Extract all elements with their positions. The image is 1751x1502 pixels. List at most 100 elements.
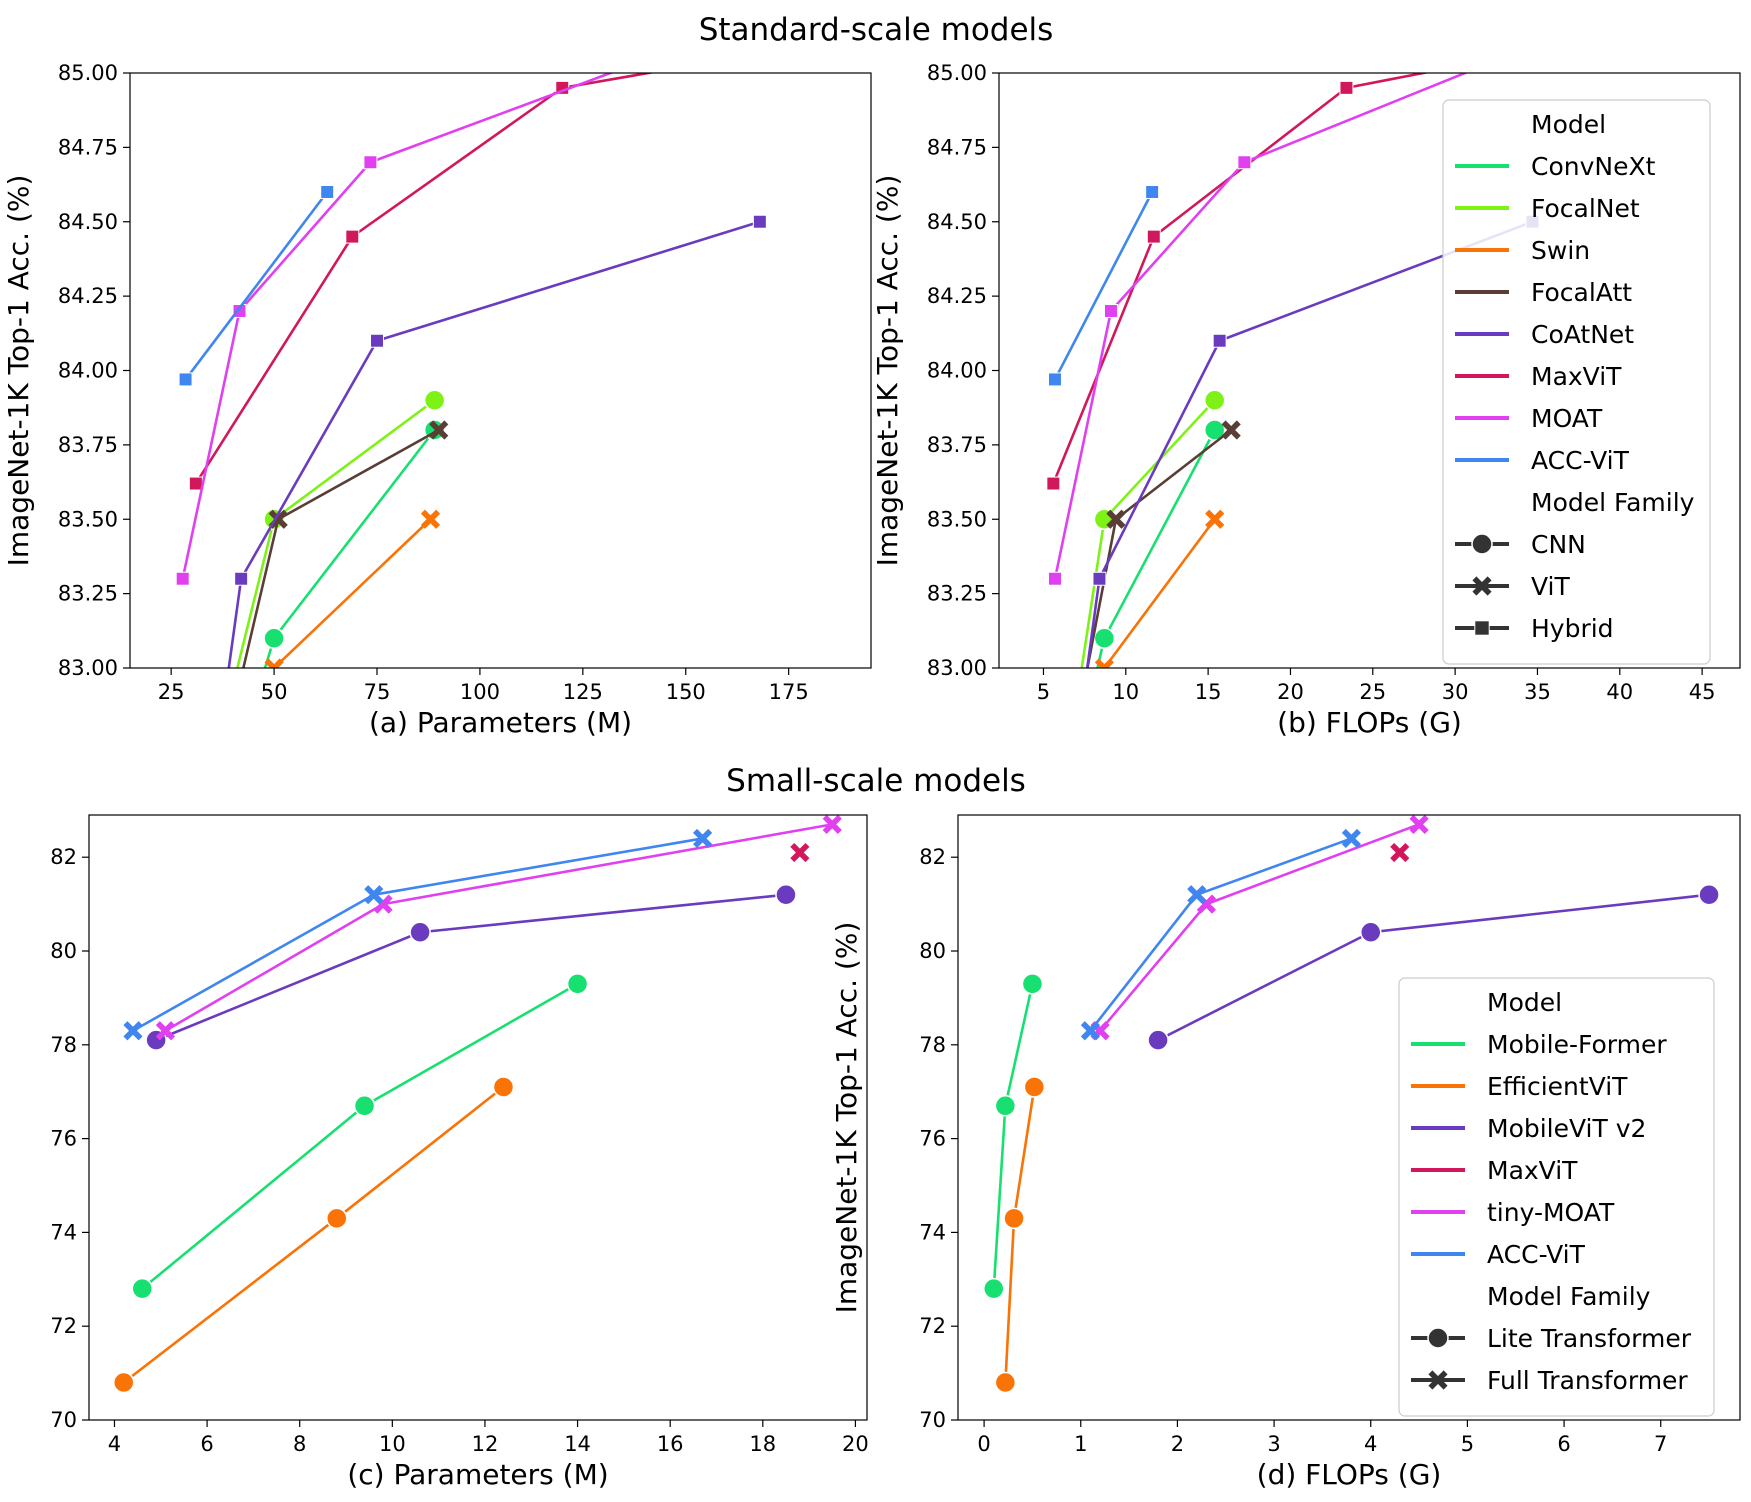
chart-d-legend: Model Mobile-Former EfficientViT MobileViT … [1398,977,1715,1417]
chart-c-ytick-label: 78 [50,1033,77,1057]
chart-b-moat-line [1053,73,1469,580]
chart-b-maxvit-point [1339,80,1354,95]
chart-d-legend-title: Model [1487,988,1562,1017]
chart-b-coatnet-point [1212,333,1227,348]
chart-c-efficientvit-line [122,1085,505,1384]
chart-c-ytick-label: 72 [50,1314,77,1338]
chart-a-acc-vit-point [320,185,335,199]
chart-b-convnext-point [1025,926,1045,946]
chart-b-legend-box [1442,99,1711,665]
chart-d-ylabel: ImageNet-1K Top-1 Acc. (%) [830,922,863,1314]
chart-c-xtick-label: 18 [749,1432,776,1456]
chart-a-ytick-label: 84.25 [58,284,118,308]
chart-b-maxvit-point [1146,229,1161,244]
chart-a-convnext-point [263,627,285,649]
chart-d-ytick-label: 70 [919,1408,946,1432]
chart-c-ytick-label: 80 [50,939,77,963]
chart-a-ytick-label: 85.00 [58,61,118,85]
chart-c-xtick-label: 14 [564,1432,591,1456]
chart-d: 0 1 2 3 4 5 6 7 70 72 74 76 78 80 82 (d) FLOPs (G) Image… [830,814,1741,1491]
chart-c-xtick-label: 10 [379,1432,406,1456]
chart-b-focalnet-point [1040,866,1060,886]
chart-b-coatnet-point [1092,571,1107,586]
chart-c-tiny-moat-point [155,1021,175,1041]
chart-a-frame [129,72,872,669]
chart-b-xtick-label: 35 [1524,680,1551,704]
chart-b-focalnet-line [1080,399,1216,668]
chart-d-xtick-label: 1 [1074,1432,1087,1456]
chart-b-convnext-point [1203,419,1226,441]
chart-d-ytick-label: 76 [919,1127,946,1151]
chart-b-legend-item-coatnet: CoAtNet [1531,320,1634,349]
chart-c-ytick-label: 76 [50,1127,77,1151]
chart-d-legend-item-mobilevit-v2: MobileViT v2 [1487,1114,1646,1143]
chart-d-tiny-moat-point [1409,815,1429,834]
chart-a-xtick-label: 150 [666,680,706,704]
chart-b-legend-title: Model [1531,110,1606,139]
chart-c-xtick-label: 8 [293,1432,306,1456]
chart-a-ytick-label: 84.00 [58,359,118,383]
chart-b-legend-item-acc-vit: ACC-ViT [1531,446,1630,475]
chart-d-mobile-former-point [983,1277,1005,1300]
chart-b-ytick-label: 83.25 [927,582,987,606]
chart-a-ytick-label: 84.50 [58,210,118,234]
chart-c-xtick-label: 6 [200,1432,213,1456]
chart-b-focalatt-point [1106,509,1126,529]
section-title-standard: Standard-scale models [699,12,1054,48]
chart-b-legend-item-moat: MOAT [1531,404,1603,433]
chart-b-legend-item-focalnet: FocalNet [1531,194,1640,223]
chart-a-coatnet-point [752,214,767,229]
chart-c-xtick-label: 4 [108,1432,121,1456]
chart-a-moat-point [175,571,190,586]
chart-d-ytick-label: 72 [919,1314,946,1338]
chart-d-xtick-label: 7 [1654,1432,1667,1456]
chart-a-xtick-label: 75 [364,680,391,704]
chart-b-legend-family-vit: ViT [1531,572,1570,601]
chart-b-legend-item-focalatt: FocalAtt [1531,278,1632,307]
chart-a-ylabel: ImageNet-1K Top-1 Acc. (%) [2,175,35,567]
chart-b-focalatt-point [1034,898,1049,913]
chart-b-ytick-label: 83.50 [927,507,987,531]
chart-b-ytick-label: 84.75 [927,135,987,159]
chart-c-acc-vit-point [693,828,713,849]
chart-c-xtick-label: 20 [842,1432,869,1456]
chart-a-xlabel: (a) Parameters (M) [369,706,632,739]
chart-d-ytick-label: 74 [919,1220,946,1244]
chart-a-coatnet-point [234,571,249,586]
chart-c-mobilevit-v2-line [155,893,787,1042]
chart-b-swin-point [1094,658,1114,668]
chart-b-ytick-label: 84.00 [927,359,987,383]
chart-b-ylabel: ImageNet-1K Top-1 Acc. (%) [871,175,904,567]
chart-d-legend-item-maxvit: MaxViT [1487,1156,1578,1185]
chart-c-mobile-former-point [131,1277,154,1300]
chart-d-efficientvit-line [1004,1086,1036,1383]
chart-a-acc-vit-point [178,372,193,387]
chart-b-frame [998,72,1741,669]
chart-b-ytick-label: 83.00 [927,656,987,680]
chart-b: 5 10 15 20 25 30 35 40 45 83.00 83.25 83.50 83.75 84.… [871,61,1741,946]
chart-a-focalnet-line [236,399,436,668]
chart-a-focalatt-point [180,898,195,913]
chart-d-xtick-label: 4 [1364,1432,1377,1456]
chart-b-xtick-label: 45 [1689,680,1716,704]
chart-b-ytick-label: 84.25 [927,284,987,308]
chart-c-maxvit-point [790,842,810,863]
chart-d-legend-family-title: Model Family [1487,1282,1651,1311]
chart-d-legend-family-marker-full-transformer [1428,1370,1448,1390]
chart-a-focalatt-point [429,420,449,440]
chart-c: 4 6 8 10 12 14 16 18 20 70 72 74 76 78 80 82 (c) Paramet… [50,814,869,1491]
chart-a-xtick-label: 125 [563,680,603,704]
chart-c-ytick-label: 74 [50,1220,77,1244]
chart-d-series-group [983,815,1720,1394]
chart-a-ytick-label: 83.50 [58,507,118,531]
chart-c-tiny-moat-line [164,823,833,1032]
chart-c-mobilevit-v2-point [775,883,797,906]
chart-b-ytick-label: 84.50 [927,210,987,234]
chart-a-maxvit-point [345,229,360,244]
chart-b-legend-item-convnext: ConvNeXt [1531,152,1656,181]
chart-b-xtick-label: 10 [1112,680,1139,704]
chart-d-legend-family-lite-transformer: Lite Transformer [1487,1324,1692,1353]
chart-d-acc-vit-point [1080,1021,1101,1041]
chart-d-ytick-label: 78 [919,1033,946,1057]
